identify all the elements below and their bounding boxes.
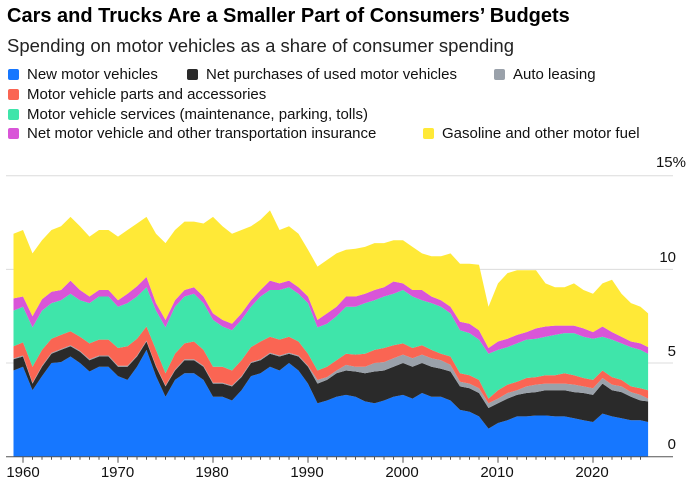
area-series-6 xyxy=(13,210,649,348)
legend-item-insurance: Net motor vehicle and other transportati… xyxy=(8,125,376,142)
x-tick-label: 2010 xyxy=(480,464,513,481)
area-series-3 xyxy=(13,326,649,404)
legend-swatch xyxy=(187,69,198,80)
legend-swatch xyxy=(8,128,19,139)
legend-item-auto-leasing: Auto leasing xyxy=(494,66,596,83)
legend-swatch xyxy=(423,128,434,139)
y-tick-label: 10 xyxy=(659,249,676,266)
legend-label: Auto leasing xyxy=(513,66,596,83)
legend-item-gasoline: Gasoline and other motor fuel xyxy=(423,125,640,142)
legend-label: Net motor vehicle and other transportati… xyxy=(27,125,377,142)
x-tick-label: 2020 xyxy=(575,464,608,481)
area-series-5 xyxy=(13,276,649,354)
y-tick-label: 15% xyxy=(656,154,686,171)
legend-label: Motor vehicle services (maintenance, par… xyxy=(27,106,368,123)
legend-item-parts: Motor vehicle parts and accessories xyxy=(8,86,266,103)
legend-swatch xyxy=(8,89,19,100)
area-series-1 xyxy=(13,341,649,429)
area-series-0 xyxy=(13,349,649,457)
x-tick-label: 1990 xyxy=(290,464,323,481)
y-tick-label: 0 xyxy=(668,436,676,453)
chart-subtitle: Spending on motor vehicles as a share of… xyxy=(7,35,514,56)
x-tick-label: 1970 xyxy=(101,464,134,481)
legend-item-services: Motor vehicle services (maintenance, par… xyxy=(8,106,368,123)
x-tick-label: 1960 xyxy=(6,464,39,481)
legend-item-used-vehicles: Net purchases of used motor vehicles xyxy=(187,66,457,83)
x-tick-label: 2000 xyxy=(385,464,418,481)
legend-swatch xyxy=(8,109,19,120)
x-tick-label: 1980 xyxy=(195,464,228,481)
legend-label: New motor vehicles xyxy=(27,66,158,83)
legend-swatch xyxy=(494,69,505,80)
chart-title: Cars and Trucks Are a Smaller Part of Co… xyxy=(7,5,570,27)
legend-label: Motor vehicle parts and accessories xyxy=(27,86,267,103)
y-tick-label: 5 xyxy=(668,343,676,360)
legend-item-new-vehicles: New motor vehicles xyxy=(8,66,158,83)
legend-swatch xyxy=(8,69,19,80)
legend-label: Gasoline and other motor fuel xyxy=(442,125,640,142)
legend-label: Net purchases of used motor vehicles xyxy=(206,66,457,83)
area-series-4 xyxy=(13,287,649,399)
